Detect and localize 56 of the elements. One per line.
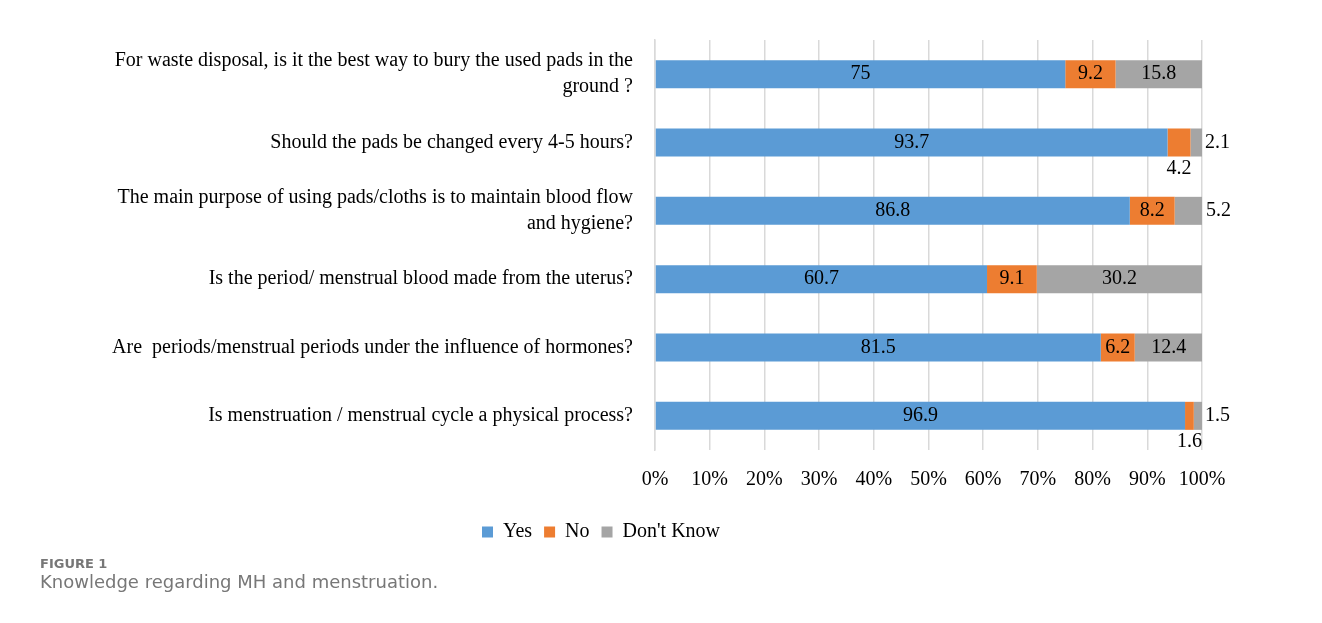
bar: [1193, 401, 1202, 430]
bar: [1134, 333, 1202, 362]
bar: [655, 265, 988, 294]
text: Knowledge regarding MH and menstruation.: [40, 571, 439, 592]
legend-label: No: [565, 519, 590, 542]
x-tick-label: 90%: [1128, 467, 1166, 490]
bar: [1036, 265, 1202, 294]
bar: [655, 128, 1168, 157]
x-tick-label: 30%: [800, 467, 838, 490]
data-label: 30.2: [1101, 266, 1137, 289]
y-tick-label: Are periods/menstrual periods under the influence of hormones?: [112, 334, 634, 358]
data-label: 2.1: [1205, 129, 1230, 152]
data-label: 9.1: [999, 266, 1025, 289]
legend-label: Yes: [502, 519, 533, 542]
x-tick-label: 0%: [641, 467, 669, 490]
x-tick-label: 20%: [746, 467, 783, 490]
x-tick-label: 50%: [910, 467, 947, 490]
data-label: 9.2: [1077, 61, 1103, 84]
x-tick-label: 70%: [1019, 467, 1057, 490]
data-label: 86.8: [875, 198, 911, 221]
data-label: 93.7: [894, 129, 930, 152]
data-label: 60.7: [803, 266, 839, 289]
bar: [1115, 60, 1202, 89]
y-tick-label: Should the pads be changed every 4-5 hours?: [270, 129, 634, 153]
bar: [1167, 128, 1191, 157]
caption: FIGURE 1: [40, 556, 109, 571]
bar: [655, 60, 1066, 89]
bar: [987, 265, 1037, 294]
x-tick-label: 80%: [1074, 467, 1111, 490]
bar: [655, 401, 1186, 430]
data-label: 6.2: [1105, 334, 1131, 357]
y-tick-label: The main purpose of using pads/cloths is to maintain blood flow and hygiene?: [117, 185, 634, 235]
bar: [1174, 196, 1202, 225]
bar: [655, 196, 1130, 225]
data-label: 5.2: [1206, 198, 1232, 221]
data-label: 1.6: [1176, 429, 1202, 452]
bar: [1065, 60, 1116, 89]
y-tick-label: For waste disposal, is it the best way to bury the used pads in the ground ?: [114, 48, 634, 98]
bar: [655, 333, 1101, 362]
data-label: 1.5: [1205, 403, 1230, 426]
x-tick-label: 40%: [855, 467, 893, 490]
data-label: 96.9: [902, 403, 938, 426]
x-tick-label: 60%: [964, 467, 1002, 490]
data-label: 12.4: [1151, 334, 1187, 357]
bar: [1190, 128, 1202, 157]
data-label: 4.2: [1166, 155, 1192, 178]
y-tick-label: Is menstruation / menstrual cycle a physical process?: [208, 403, 634, 427]
x-tick-label: 100%: [1178, 467, 1226, 490]
bar: [1185, 401, 1194, 430]
data-label: 8.2: [1139, 198, 1165, 221]
data-label: 15.8: [1141, 61, 1177, 84]
data-label: 81.5: [860, 334, 896, 357]
x-tick-label: 10%: [691, 467, 729, 490]
data-label: 75: [850, 61, 871, 84]
y-tick-label: Is the period/ menstrual blood made from the uterus?: [208, 266, 634, 290]
legend-label: Don't Know: [622, 519, 721, 542]
